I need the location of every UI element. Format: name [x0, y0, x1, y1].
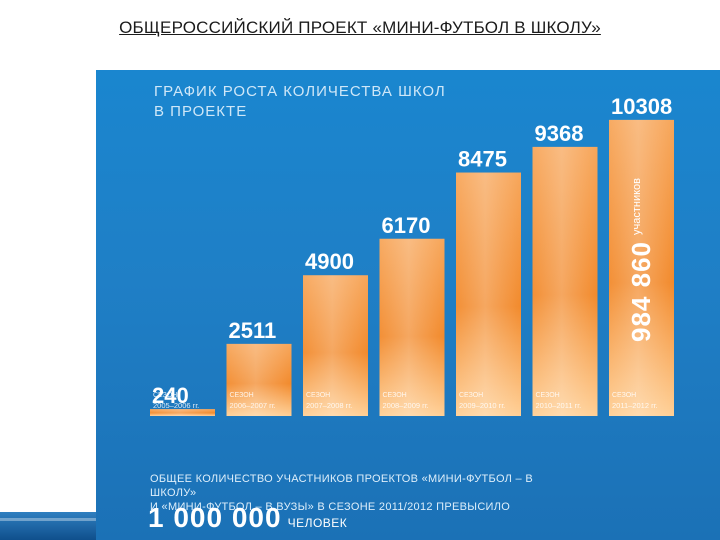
- decorative-strip: [0, 512, 96, 540]
- season-label-6: СЕЗОН: [536, 392, 560, 399]
- chart-title: ГРАФИК РОСТА КОЛИЧЕСТВА ШКОЛ В ПРОЕКТЕ: [154, 83, 446, 120]
- chart-panel: 240 СЕЗОН 2005–2006 гг. 2511 СЕЗОН 2006–2007 …: [96, 70, 720, 540]
- bar-highlight-7: [609, 119, 674, 416]
- bar-value-label-3: 4900: [305, 249, 354, 274]
- footer-total-number: 1 000 000: [148, 502, 282, 533]
- category-label-2: 2006–2007 гг.: [230, 401, 276, 410]
- participants-count: 984 860: [626, 241, 656, 342]
- footer-total: 1 000 000 ЧЕЛОВЕК: [148, 502, 347, 534]
- season-label-4: СЕЗОН: [383, 392, 407, 399]
- season-label-1: СЕЗОН: [153, 392, 177, 399]
- category-label-5: 2009–2010 гг.: [459, 401, 505, 410]
- footer-line-2: И «МИНИ-ФУТБОЛ – В ВУЗЫ» В СЕЗОНЕ 2011/2…: [150, 501, 511, 513]
- bar-value-label-4: 6170: [382, 213, 431, 238]
- season-label-2: СЕЗОН: [230, 392, 254, 399]
- season-label-7: СЕЗОН: [612, 392, 636, 399]
- season-label-5: СЕЗОН: [459, 392, 483, 399]
- category-label-4: 2008–2009 гг.: [383, 401, 429, 410]
- participants-annotation: 984 860 участников: [626, 142, 656, 342]
- season-label-3: СЕЗОН: [306, 392, 330, 399]
- bar-value-label-2: 2511: [229, 318, 277, 343]
- bar-highlight-4: [379, 238, 445, 416]
- category-label-6: 2010–2011 гг.: [536, 401, 582, 410]
- bar-value-label-1: 240: [152, 383, 189, 408]
- category-label-1: 2005–2006 гг.: [153, 401, 199, 410]
- footer-text: ОБЩЕЕ КОЛИЧЕСТВО УЧАСТНИКОВ ПРОЕКТОВ «МИ…: [150, 472, 570, 514]
- bar-highlight-5: [456, 172, 521, 416]
- participants-unit: участников: [631, 178, 643, 236]
- footer-total-unit: ЧЕЛОВЕК: [287, 516, 348, 530]
- bar-highlight-2: [226, 343, 292, 416]
- bar-value-label-7: 10308: [611, 94, 672, 119]
- footer-line-1: ОБЩЕЕ КОЛИЧЕСТВО УЧАСТНИКОВ ПРОЕКТОВ «МИ…: [150, 473, 533, 499]
- category-label-7: 2011–2012 гг.: [612, 401, 658, 410]
- slide-title: ОБЩЕРОССИЙСКИЙ ПРОЕКТ «МИНИ-ФУТБОЛ В ШКО…: [119, 18, 601, 37]
- bar-highlight-1: [150, 409, 215, 416]
- bar-highlight-6: [532, 146, 598, 416]
- bar-highlight-3: [303, 275, 368, 416]
- bar-value-label-6: 9368: [535, 121, 584, 146]
- category-label-3: 2007–2008 гг.: [306, 401, 352, 410]
- bar-value-label-5: 8475: [458, 147, 507, 172]
